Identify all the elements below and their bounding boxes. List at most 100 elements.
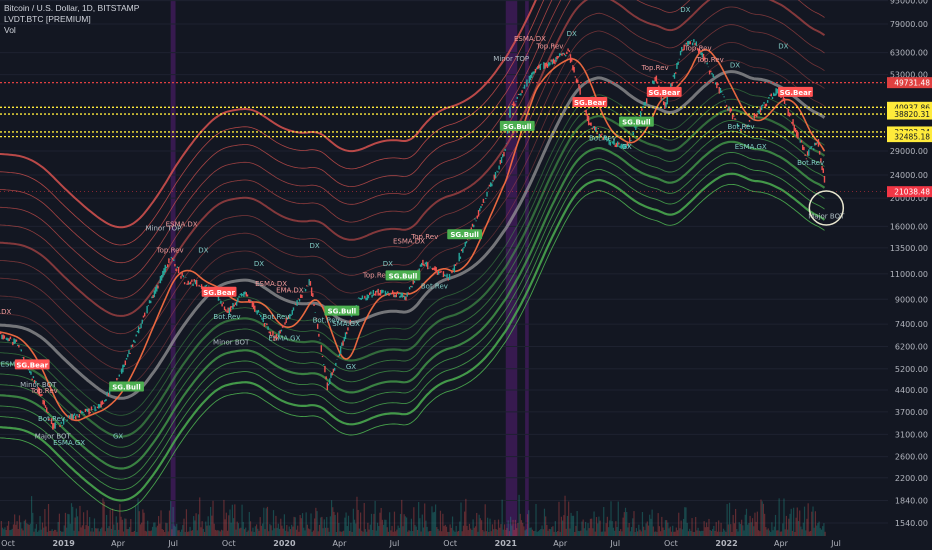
volume-bar <box>26 523 28 536</box>
volume-bar <box>767 528 769 536</box>
volume-bar <box>396 529 398 536</box>
volume-bar <box>242 521 244 536</box>
y-tick-label: 11000.00 <box>890 270 928 279</box>
signal-label: ESMA.DX <box>166 220 198 228</box>
volume-bar <box>159 523 161 536</box>
horizontal-levels <box>0 81 932 192</box>
signal-label: Bot.Rev <box>213 313 240 321</box>
volume-bar <box>280 518 282 536</box>
volume-bar <box>634 531 636 536</box>
volume-bar <box>346 526 348 536</box>
signal-badge <box>324 305 360 316</box>
volume-bar <box>762 503 765 536</box>
x-tick-label: Jul <box>167 539 178 548</box>
volume-bar <box>70 503 73 536</box>
price-tag-bg <box>887 77 932 89</box>
volume-bar <box>773 526 775 536</box>
signal-badge <box>14 359 50 370</box>
volume-bar <box>583 528 585 536</box>
signal-label: ESMA.DX <box>255 280 287 288</box>
volume-bar <box>241 504 243 536</box>
lower-band <box>0 140 826 470</box>
volume-bar <box>124 518 126 536</box>
volume-bar <box>105 514 108 536</box>
volume-bar <box>385 519 387 536</box>
price-axis[interactable]: 170000.00140000.00115000.0095000.0079000… <box>885 0 928 528</box>
major-bot-marker <box>808 190 845 226</box>
volume-bar <box>114 530 116 536</box>
volume-bar <box>190 530 192 536</box>
volume-bar <box>84 529 86 536</box>
volume-bar <box>311 531 313 536</box>
volume-bar <box>678 512 680 536</box>
volume-bar <box>369 524 371 536</box>
price-tag-label: 40937.86 <box>894 103 930 112</box>
lower-band <box>0 130 825 459</box>
event-stripe <box>525 0 529 536</box>
volume-bar <box>305 512 307 536</box>
volume-bar <box>76 516 79 536</box>
volume-bar <box>535 503 537 536</box>
volume-bar <box>460 502 462 536</box>
volume-bar <box>364 529 367 536</box>
time-axis[interactable]: Oct 2019 Apr Jul Oct 2020 Apr Jul Oct 2021 Apr Jul O… <box>1 539 841 548</box>
volume-bar <box>709 529 711 536</box>
volume-bar <box>789 513 791 536</box>
price-tag-label: 21038.48 <box>894 188 930 197</box>
volume-bar <box>252 527 254 536</box>
indicator-bands <box>0 0 826 512</box>
volume-bar <box>213 523 215 536</box>
volume-bar <box>225 512 227 536</box>
volume-bar <box>790 508 792 536</box>
volume-bar <box>188 531 190 536</box>
volume-bar <box>73 530 75 536</box>
volume-bar <box>89 517 91 536</box>
volume-bar <box>776 530 778 536</box>
volume-bar <box>791 530 794 536</box>
volume-bar <box>178 530 180 536</box>
volume-bar <box>490 531 492 536</box>
volume-bar <box>796 507 798 536</box>
volume-bar <box>795 517 797 536</box>
volume-bar <box>119 504 121 536</box>
volume-bar <box>707 527 709 536</box>
volume-bar <box>432 512 434 536</box>
volume-bar <box>316 511 318 536</box>
volume-bar <box>682 518 685 536</box>
volume-bar <box>247 530 249 536</box>
volume-bar <box>82 512 85 536</box>
volume-bar <box>783 498 785 536</box>
signal-label: Minor BOT <box>213 338 250 346</box>
volume-bar <box>800 526 802 536</box>
volume-bar <box>174 526 177 536</box>
volume-bar <box>85 525 87 536</box>
volume-bar <box>589 518 592 536</box>
volume-bar <box>687 531 690 536</box>
volume-bar <box>629 531 631 536</box>
volume-bar <box>5 529 7 536</box>
volume-bar <box>381 519 383 536</box>
volume-bar <box>271 530 273 536</box>
volume-bar <box>566 515 569 536</box>
volume-bar <box>549 529 552 536</box>
upper-band <box>0 0 553 264</box>
middle-band <box>0 70 826 400</box>
volume-bar <box>382 524 385 536</box>
volume-bar <box>112 508 114 536</box>
volume-bar <box>816 525 818 536</box>
volume-bar <box>609 520 611 536</box>
volume-bar <box>137 498 139 536</box>
lower-band <box>0 151 825 480</box>
volume-bar <box>268 531 270 536</box>
volume-bar <box>649 514 651 536</box>
volume-bar <box>24 519 27 536</box>
volume-bar <box>690 530 692 536</box>
volume-bar <box>321 516 323 536</box>
volume-bar <box>8 521 10 536</box>
volume-bar <box>480 520 483 536</box>
volume-bar <box>450 527 452 536</box>
volume-bar <box>559 531 561 536</box>
volume-bar <box>552 526 554 536</box>
volume-bar <box>170 501 172 536</box>
